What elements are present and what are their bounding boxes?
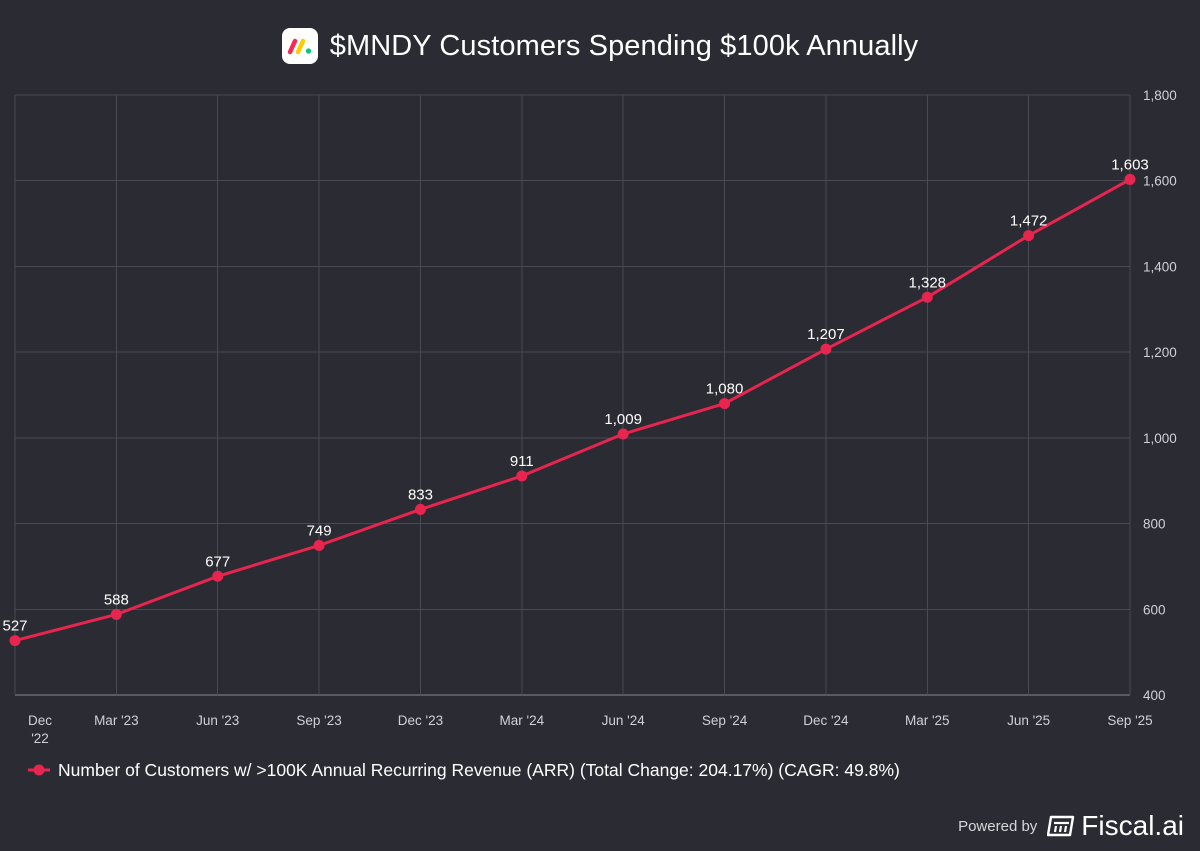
y-axis: 400 600 800 1,000 1,200 1,400 1,600 1,800 xyxy=(1143,88,1177,703)
data-label: 1,009 xyxy=(604,411,642,428)
x-tick-label: Sep '25 xyxy=(1107,713,1152,728)
x-tick-label: Dec '22 xyxy=(28,713,52,746)
data-point xyxy=(9,635,21,647)
series-line xyxy=(9,173,1136,647)
x-tick-label: Mar '24 xyxy=(500,713,545,728)
y-tick-label: 1,600 xyxy=(1143,174,1177,189)
chart-legend[interactable]: Number of Customers w/ >100K Annual Recu… xyxy=(28,758,900,782)
data-point xyxy=(1124,173,1136,185)
powered-by-text: Powered by xyxy=(958,817,1038,835)
x-tick-label: Mar '23 xyxy=(94,713,139,728)
monday-logo-icon xyxy=(281,28,318,64)
series-path xyxy=(14,178,1131,643)
data-label: 588 xyxy=(104,591,129,608)
data-point xyxy=(921,291,933,303)
data-point xyxy=(617,428,629,440)
x-tick-label: Jun '24 xyxy=(602,713,646,728)
data-label: 1,080 xyxy=(706,381,744,398)
data-label: 1,472 xyxy=(1010,213,1048,230)
data-label: 1,207 xyxy=(807,326,845,343)
fiscal-ai-brand[interactable]: Fiscal.ai xyxy=(1081,810,1184,841)
legend-marker-icon xyxy=(28,764,50,776)
y-tick-label: 1,200 xyxy=(1143,345,1177,360)
x-tick-label: Jun '25 xyxy=(1007,713,1050,728)
legend-label: Number of Customers w/ >100K Annual Recu… xyxy=(58,759,900,780)
y-tick-label: 800 xyxy=(1143,517,1166,532)
data-label: 911 xyxy=(510,453,534,470)
data-point xyxy=(414,503,426,515)
x-tick-label: Dec '23 xyxy=(398,713,443,728)
data-label: 749 xyxy=(307,522,332,539)
data-label: 1,603 xyxy=(1111,156,1149,173)
data-point xyxy=(516,470,528,482)
data-label: 677 xyxy=(205,553,230,570)
data-labels: 527 588 677 749 833 911 1,009 1,080 1,207 1,328 1,… xyxy=(2,156,1148,634)
y-tick-label: 1,800 xyxy=(1143,88,1177,103)
fiscal-ai-logo-icon xyxy=(1047,815,1075,837)
y-tick-label: 1,000 xyxy=(1143,431,1177,446)
data-point xyxy=(110,608,122,620)
data-point xyxy=(212,570,224,582)
data-label: 1,328 xyxy=(908,274,946,291)
x-tick-label: Sep '24 xyxy=(702,713,748,728)
x-tick-label: Mar '25 xyxy=(905,713,950,728)
data-point xyxy=(820,343,832,355)
data-point xyxy=(313,539,325,551)
x-tick-label: Sep '23 xyxy=(296,713,341,728)
y-tick-label: 600 xyxy=(1143,602,1166,617)
data-label: 833 xyxy=(408,486,433,503)
y-tick-label: 400 xyxy=(1143,688,1166,703)
x-tick-label: Dec '24 xyxy=(803,713,849,728)
x-axis: Dec '22 Mar '23 Jun '23 Sep '23 Dec '23 Mar '2… xyxy=(28,713,1153,746)
data-label: 527 xyxy=(2,618,27,635)
x-tick-label: Jun '23 xyxy=(196,713,239,728)
chart-title: $MNDY Customers Spending $100k Annually xyxy=(329,29,919,62)
data-point xyxy=(1023,230,1035,242)
chart-header: $MNDY Customers Spending $100k Annually xyxy=(0,26,1200,66)
footer-branding: Powered by Fiscal.ai xyxy=(958,808,1184,844)
data-point xyxy=(719,398,731,410)
chart-grid xyxy=(14,94,1131,696)
y-tick-label: 1,400 xyxy=(1143,259,1177,274)
